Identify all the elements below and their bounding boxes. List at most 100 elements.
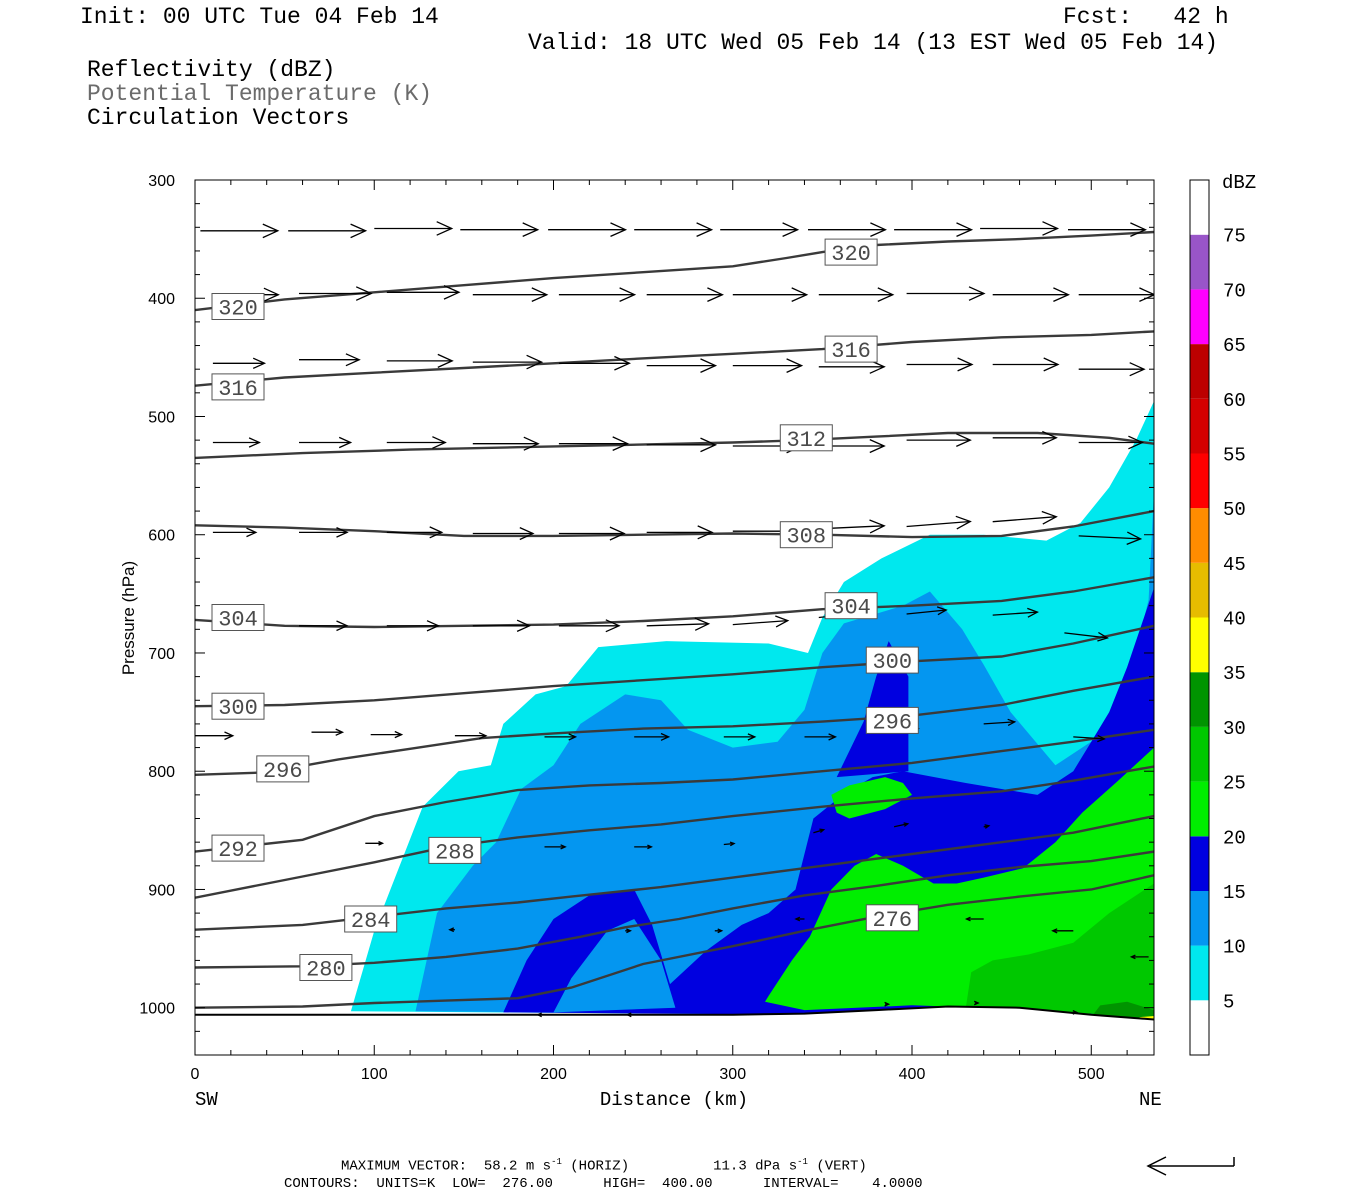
vector-arrow: [893, 822, 910, 828]
field-potential-temperature: Potential Temperature (K): [87, 81, 433, 107]
vector-arrow: [634, 844, 653, 850]
vector-head: [394, 730, 404, 739]
vector-arrow: [460, 222, 540, 237]
vector-arrow: [448, 927, 455, 933]
contour-label-text: 320: [218, 297, 258, 322]
vector-arrow: [1072, 1010, 1079, 1015]
vector-arrow: [808, 222, 887, 237]
colorbar-swatch: [1190, 180, 1209, 235]
vector-head: [1130, 222, 1147, 237]
vector-head: [903, 822, 910, 827]
vector-arrow: [720, 222, 800, 237]
y-tick-label: 500: [148, 409, 175, 426]
axes: 0 100 200 300 400 500 300 400 500 600 700 800 900 100…: [139, 173, 1154, 1083]
vector-arrow: [1051, 928, 1074, 934]
x-axis-label: Distance (km): [600, 1089, 748, 1111]
vector-head: [625, 1012, 632, 1018]
theta-contour-280: [195, 850, 1154, 969]
vector-head: [1072, 1010, 1079, 1015]
contour-label: 292: [211, 834, 265, 863]
vector-head: [956, 222, 974, 237]
vector-head: [697, 525, 714, 540]
vector-head: [526, 354, 544, 370]
vector-head: [531, 287, 549, 302]
vector-head: [1053, 287, 1070, 302]
vector-head: [262, 223, 280, 239]
vector-arrow: [625, 1012, 635, 1018]
vector-head: [984, 824, 991, 829]
colorbar: 5 10 15 20 25 30 35 40 45 50 55 60 65 70 75: [1189, 179, 1246, 1056]
vector-shaft: [983, 721, 1015, 725]
colorbar-swatch: [1190, 836, 1209, 891]
contour-label-text: 300: [872, 650, 912, 675]
x-tick-label: 500: [1078, 1066, 1105, 1083]
vector-head: [707, 287, 724, 302]
vector-arrow: [804, 733, 837, 741]
reflectivity-region-25: [965, 883, 1154, 1020]
vector-head: [436, 221, 454, 236]
vector-shaft: [1073, 736, 1105, 740]
vector-arrow: [558, 287, 637, 302]
vector-arrow: [1078, 531, 1143, 546]
colorbar-frame: [1189, 179, 1210, 1056]
vector-arrow: [1078, 435, 1144, 450]
vector-arrow: [558, 526, 626, 541]
footer-max-vector: MAXIMUM VECTOR: 58.2 m s-1 (HORIZ) 11.3 …: [341, 1157, 867, 1175]
vector-arrow: [906, 433, 972, 447]
vector-head: [1007, 718, 1017, 726]
vector-head: [936, 606, 948, 616]
reflectivity-pocket: [1091, 1001, 1154, 1018]
vector-arrow: [906, 286, 986, 301]
vector-arrow: [794, 916, 805, 922]
vector-arrow: [472, 354, 544, 370]
y-axis-label: Pressure (hPa): [119, 561, 138, 675]
colorbar-swatch: [1190, 453, 1209, 509]
vector-arrow: [634, 732, 671, 741]
vector-arrow: [472, 287, 549, 302]
vector-shaft: [1078, 535, 1141, 540]
vector-head: [869, 439, 886, 454]
contour-label-box: [211, 293, 265, 320]
vector-arrow: [370, 730, 404, 739]
contour-label: 312: [779, 424, 833, 453]
vector-head: [1097, 734, 1106, 743]
contour-label: 280: [299, 954, 353, 983]
vector-head: [794, 916, 801, 922]
contour-label: 296: [256, 755, 310, 784]
vector-arrow: [906, 357, 974, 372]
vector-head: [338, 436, 353, 449]
contour-label-box: [256, 755, 310, 783]
vector-arrow: [732, 615, 790, 628]
vector-arrow: [646, 525, 714, 540]
vector-arrow: [386, 526, 444, 539]
vector-arrow: [992, 357, 1060, 372]
vector-arrow: [365, 840, 385, 846]
y-tick-label: 1000: [139, 1001, 175, 1018]
theta-contour-292: [195, 728, 1154, 853]
vector-head: [1097, 631, 1109, 642]
vector-arrow: [983, 718, 1017, 726]
colorbar-swatch: [1190, 562, 1209, 618]
vector-head: [647, 844, 653, 850]
vector-head: [252, 357, 267, 369]
colorbar-level-label: 70: [1223, 280, 1246, 302]
vector-head: [355, 286, 373, 301]
colorbar-swatch: [1190, 726, 1209, 782]
vector-head: [660, 732, 671, 741]
vector-head: [1139, 287, 1154, 302]
contour-label-box: [824, 335, 878, 363]
contour-label-box: [779, 424, 833, 452]
vector-arrow: [813, 828, 826, 834]
vector-head: [1129, 954, 1136, 960]
theta-contour-288: [195, 765, 1154, 899]
contour-label-box: [344, 905, 398, 933]
colorbar-level-label: 35: [1223, 663, 1246, 685]
vector-head: [432, 436, 447, 449]
contour-label: 316: [824, 335, 878, 364]
vector-arrow: [992, 430, 1058, 445]
colorbar-level-label: 50: [1223, 499, 1246, 521]
valid-time: Valid: 18 UTC Wed 05 Feb 14 (13 EST Wed …: [528, 30, 1219, 56]
vector-arrow: [714, 928, 724, 934]
vector-head: [519, 527, 535, 541]
contour-label-box: [428, 836, 482, 864]
